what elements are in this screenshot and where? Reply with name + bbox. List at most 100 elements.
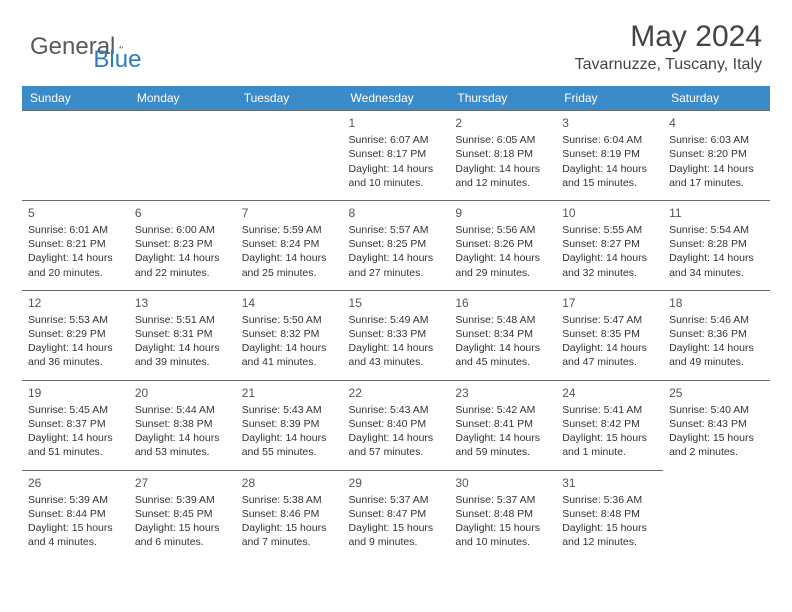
daylight-line: Daylight: 14 hours and 32 minutes.: [562, 251, 657, 279]
logo: General Blue: [30, 20, 141, 74]
sunset-line: Sunset: 8:46 PM: [242, 507, 337, 521]
calendar-body: 1Sunrise: 6:07 AMSunset: 8:17 PMDaylight…: [22, 111, 770, 560]
sunset-line: Sunset: 8:48 PM: [455, 507, 550, 521]
day-number: 31: [562, 475, 657, 491]
calendar-day-cell: 27Sunrise: 5:39 AMSunset: 8:45 PMDayligh…: [129, 470, 236, 559]
sunrise-line: Sunrise: 6:03 AM: [669, 133, 764, 147]
day-number: 1: [349, 115, 444, 131]
weekday-header: Saturday: [663, 86, 770, 111]
calendar-day-cell: 24Sunrise: 5:41 AMSunset: 8:42 PMDayligh…: [556, 380, 663, 470]
calendar-day-cell: 7Sunrise: 5:59 AMSunset: 8:24 PMDaylight…: [236, 200, 343, 290]
daylight-line: Daylight: 14 hours and 49 minutes.: [669, 341, 764, 369]
sunset-line: Sunset: 8:33 PM: [349, 327, 444, 341]
day-number: 3: [562, 115, 657, 131]
sunrise-line: Sunrise: 5:54 AM: [669, 223, 764, 237]
day-number: 30: [455, 475, 550, 491]
daylight-line: Daylight: 15 hours and 7 minutes.: [242, 521, 337, 549]
sunset-line: Sunset: 8:19 PM: [562, 147, 657, 161]
day-number: 21: [242, 385, 337, 401]
sunset-line: Sunset: 8:26 PM: [455, 237, 550, 251]
sunset-line: Sunset: 8:36 PM: [669, 327, 764, 341]
sunrise-line: Sunrise: 5:56 AM: [455, 223, 550, 237]
day-number: 9: [455, 205, 550, 221]
sunset-line: Sunset: 8:48 PM: [562, 507, 657, 521]
sunset-line: Sunset: 8:35 PM: [562, 327, 657, 341]
weekday-header: Wednesday: [343, 86, 450, 111]
sunrise-line: Sunrise: 5:41 AM: [562, 403, 657, 417]
day-number: 16: [455, 295, 550, 311]
sunset-line: Sunset: 8:28 PM: [669, 237, 764, 251]
daylight-line: Daylight: 15 hours and 12 minutes.: [562, 521, 657, 549]
sunset-line: Sunset: 8:32 PM: [242, 327, 337, 341]
day-number: 27: [135, 475, 230, 491]
day-number: 15: [349, 295, 444, 311]
day-number: 7: [242, 205, 337, 221]
sunset-line: Sunset: 8:47 PM: [349, 507, 444, 521]
calendar-day-cell: 23Sunrise: 5:42 AMSunset: 8:41 PMDayligh…: [449, 380, 556, 470]
calendar-table: SundayMondayTuesdayWednesdayThursdayFrid…: [22, 86, 770, 559]
sunset-line: Sunset: 8:39 PM: [242, 417, 337, 431]
sunset-line: Sunset: 8:27 PM: [562, 237, 657, 251]
month-title: May 2024: [575, 20, 762, 54]
calendar-day-cell: 22Sunrise: 5:43 AMSunset: 8:40 PMDayligh…: [343, 380, 450, 470]
calendar-day-cell: 25Sunrise: 5:40 AMSunset: 8:43 PMDayligh…: [663, 380, 770, 470]
sunset-line: Sunset: 8:37 PM: [28, 417, 123, 431]
daylight-line: Daylight: 14 hours and 51 minutes.: [28, 431, 123, 459]
calendar-day-cell: 1Sunrise: 6:07 AMSunset: 8:17 PMDaylight…: [343, 111, 450, 201]
sunrise-line: Sunrise: 5:55 AM: [562, 223, 657, 237]
sunset-line: Sunset: 8:41 PM: [455, 417, 550, 431]
calendar-day-cell: 18Sunrise: 5:46 AMSunset: 8:36 PMDayligh…: [663, 290, 770, 380]
weekday-header: Sunday: [22, 86, 129, 111]
title-block: May 2024 Tavarnuzze, Tuscany, Italy: [575, 20, 762, 74]
sunrise-line: Sunrise: 6:04 AM: [562, 133, 657, 147]
sunset-line: Sunset: 8:18 PM: [455, 147, 550, 161]
sunrise-line: Sunrise: 6:01 AM: [28, 223, 123, 237]
calendar-day-cell: 17Sunrise: 5:47 AMSunset: 8:35 PMDayligh…: [556, 290, 663, 380]
day-number: 26: [28, 475, 123, 491]
sunrise-line: Sunrise: 5:51 AM: [135, 313, 230, 327]
sunset-line: Sunset: 8:20 PM: [669, 147, 764, 161]
sunrise-line: Sunrise: 5:42 AM: [455, 403, 550, 417]
calendar-header-row: SundayMondayTuesdayWednesdayThursdayFrid…: [22, 86, 770, 111]
calendar-day-cell: 11Sunrise: 5:54 AMSunset: 8:28 PMDayligh…: [663, 200, 770, 290]
sunset-line: Sunset: 8:43 PM: [669, 417, 764, 431]
daylight-line: Daylight: 15 hours and 4 minutes.: [28, 521, 123, 549]
day-number: 23: [455, 385, 550, 401]
daylight-line: Daylight: 15 hours and 10 minutes.: [455, 521, 550, 549]
daylight-line: Daylight: 14 hours and 34 minutes.: [669, 251, 764, 279]
daylight-line: Daylight: 14 hours and 29 minutes.: [455, 251, 550, 279]
daylight-line: Daylight: 14 hours and 47 minutes.: [562, 341, 657, 369]
day-number: 18: [669, 295, 764, 311]
sunrise-line: Sunrise: 5:53 AM: [28, 313, 123, 327]
logo-text-blue: Blue: [93, 46, 141, 74]
calendar-day-cell: 29Sunrise: 5:37 AMSunset: 8:47 PMDayligh…: [343, 470, 450, 559]
weekday-header: Tuesday: [236, 86, 343, 111]
daylight-line: Daylight: 14 hours and 15 minutes.: [562, 162, 657, 190]
calendar-day-cell: 31 Sunrise: 5:36 AMSunset: 8:48 PMDayligh…: [556, 470, 663, 559]
daylight-line: Daylight: 14 hours and 25 minutes.: [242, 251, 337, 279]
sunset-line: Sunset: 8:23 PM: [135, 237, 230, 251]
sunrise-line: Sunrise: 5:37 AM: [349, 493, 444, 507]
location: Tavarnuzze, Tuscany, Italy: [575, 56, 762, 74]
weekday-header: Thursday: [449, 86, 556, 111]
day-number: 28: [242, 475, 337, 491]
sunrise-line: Sunrise: 5:36 AM: [562, 493, 657, 507]
sunset-line: Sunset: 8:29 PM: [28, 327, 123, 341]
calendar-week-row: 26Sunrise: 5:39 AMSunset: 8:44 PMDayligh…: [22, 470, 770, 559]
calendar-day-cell: 8Sunrise: 5:57 AMSunset: 8:25 PMDaylight…: [343, 200, 450, 290]
calendar-day-cell: 20Sunrise: 5:44 AMSunset: 8:38 PMDayligh…: [129, 380, 236, 470]
daylight-line: Daylight: 14 hours and 41 minutes.: [242, 341, 337, 369]
sunset-line: Sunset: 8:24 PM: [242, 237, 337, 251]
day-number: 5: [28, 205, 123, 221]
day-number: 24: [562, 385, 657, 401]
daylight-line: Daylight: 14 hours and 57 minutes.: [349, 431, 444, 459]
sunrise-line: Sunrise: 5:57 AM: [349, 223, 444, 237]
calendar-day-cell: 26Sunrise: 5:39 AMSunset: 8:44 PMDayligh…: [22, 470, 129, 559]
sunrise-line: Sunrise: 5:45 AM: [28, 403, 123, 417]
sunset-line: Sunset: 8:40 PM: [349, 417, 444, 431]
sunrise-line: Sunrise: 5:49 AM: [349, 313, 444, 327]
daylight-line: Daylight: 14 hours and 20 minutes.: [28, 251, 123, 279]
calendar-day-cell: 6Sunrise: 6:00 AMSunset: 8:23 PMDaylight…: [129, 200, 236, 290]
day-number: 29: [349, 475, 444, 491]
calendar-day-cell: 30Sunrise: 5:37 AMSunset: 8:48 PMDayligh…: [449, 470, 556, 559]
